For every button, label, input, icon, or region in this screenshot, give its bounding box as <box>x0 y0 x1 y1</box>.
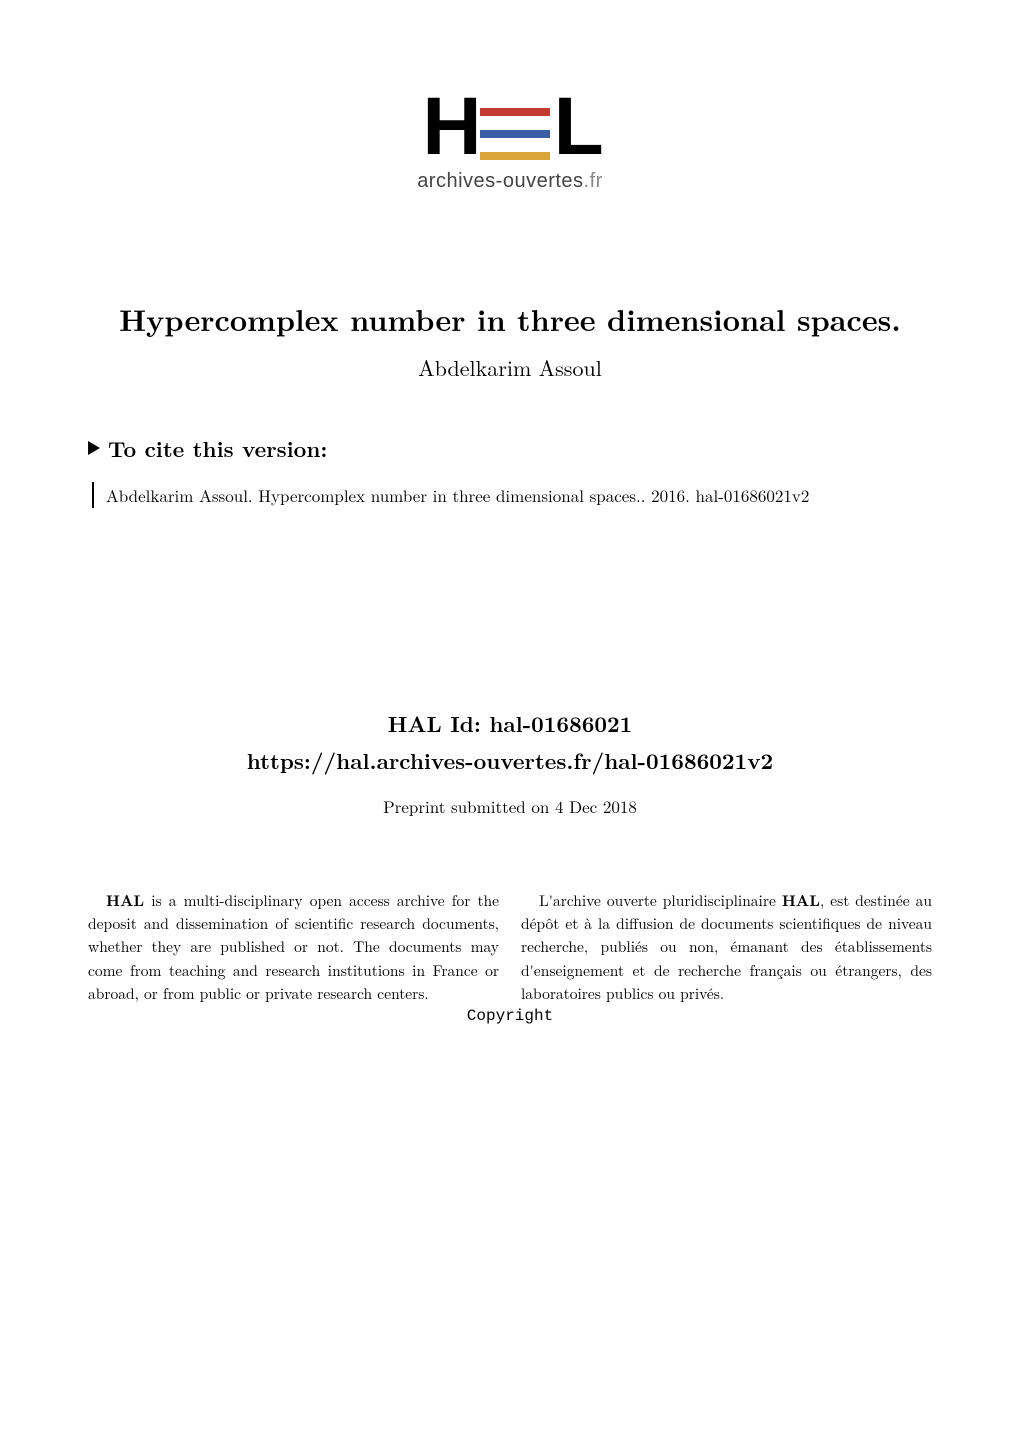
citation-block: Abdelkarim Assoul. Hypercomplex number i… <box>92 482 932 508</box>
stripe-yellow <box>480 152 550 160</box>
paper-title: Hypercomplex number in three dimensional… <box>88 300 932 338</box>
description-left-text: is a multi-disciplinary open access arch… <box>88 890 499 1004</box>
description-left: HAL is a multi-disciplinary open access … <box>88 888 499 1005</box>
description-right: L'archive ouverte pluridisciplinaire HAL… <box>521 888 932 1005</box>
hal-logo-top: H L <box>390 80 630 174</box>
hal-id-line: HAL Id: hal-01686021 <box>88 708 932 739</box>
paper-author: Abdelkarim Assoul <box>88 352 932 383</box>
logo-letter-h: H <box>422 80 475 174</box>
description-columns: HAL is a multi-disciplinary open access … <box>88 888 932 1005</box>
logo-letter-l: L <box>554 80 598 174</box>
hal-logo-inner: H L archives-ouvertes.fr <box>390 80 630 210</box>
logo-stripe-a <box>480 102 550 166</box>
stripe-red <box>480 108 550 116</box>
citation-text: Abdelkarim Assoul. Hypercomplex number i… <box>106 483 809 507</box>
hal-id-value: hal-01686021 <box>489 708 632 739</box>
description-right-text: L'archive ouverte pluridisciplinaire <box>539 890 782 911</box>
logo-sub-main: archives-ouvertes <box>417 170 583 192</box>
hal-id-label: HAL Id: <box>388 708 481 739</box>
logo-sub-tld: .fr <box>584 170 603 192</box>
stripe-blue <box>480 130 550 138</box>
copyright-line: Copyright <box>88 1007 932 1025</box>
hal-id-block: HAL Id: hal-01686021 https://hal.archive… <box>88 708 932 776</box>
triangle-right-icon <box>88 441 100 455</box>
cite-heading: To cite this version: <box>88 433 932 464</box>
logo-subtitle: archives-ouvertes.fr <box>390 170 630 193</box>
hal-bold-right: HAL <box>782 888 820 911</box>
submitted-line: Preprint submitted on 4 Dec 2018 <box>88 794 932 818</box>
hal-logo: H L archives-ouvertes.fr <box>88 80 932 210</box>
cite-heading-text: To cite this version: <box>108 433 327 464</box>
hal-url[interactable]: https://hal.archives-ouvertes.fr/hal-016… <box>88 745 932 776</box>
hal-bold-left: HAL <box>106 888 144 911</box>
